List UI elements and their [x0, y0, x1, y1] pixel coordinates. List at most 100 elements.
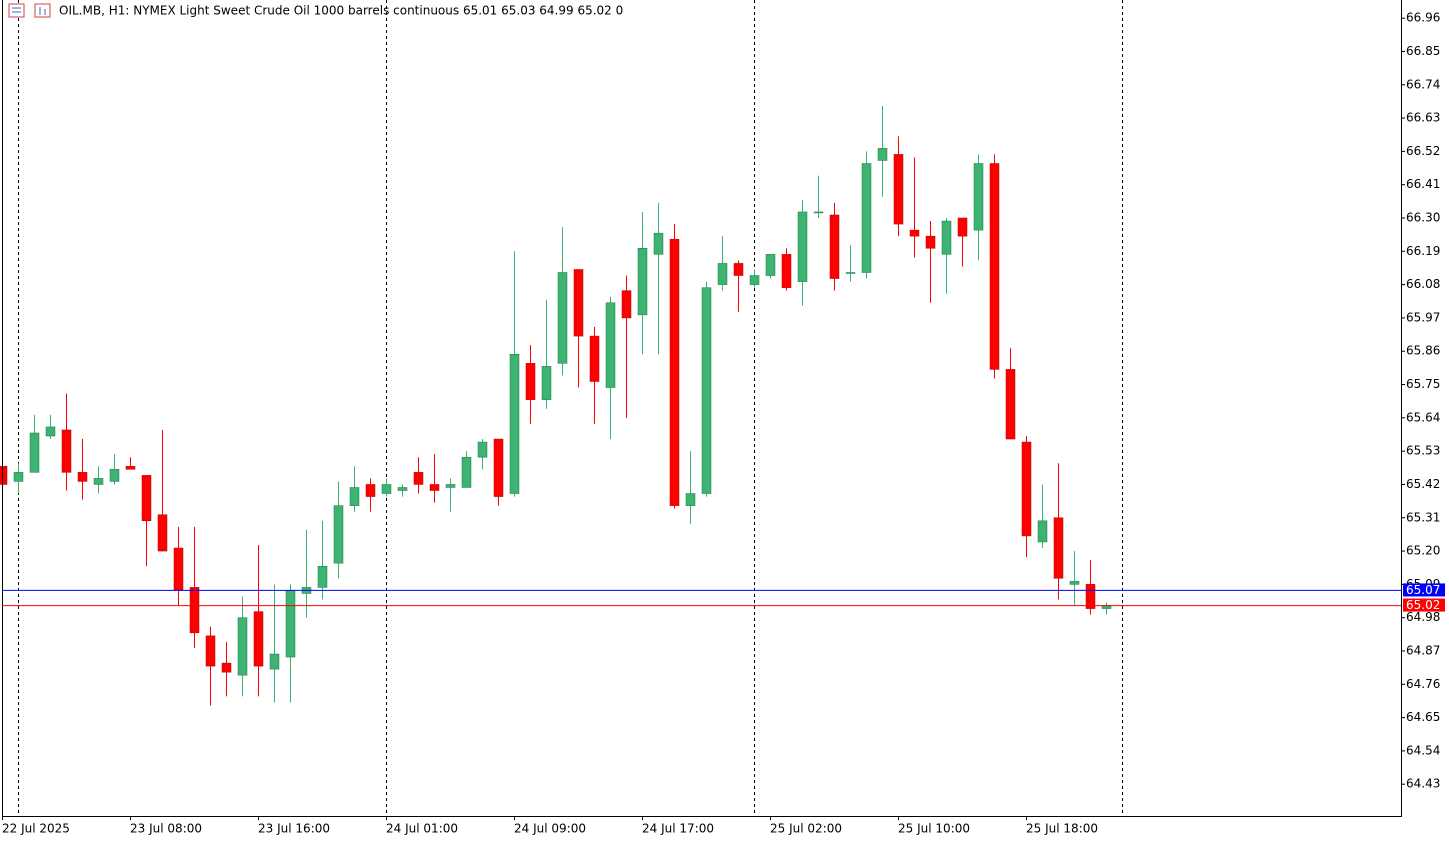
- candle-body: [1069, 581, 1080, 585]
- candle-body: [285, 590, 296, 658]
- candle-body: [0, 466, 8, 485]
- menu-icon[interactable]: [8, 3, 25, 18]
- y-tick-label: 65.64: [1406, 410, 1440, 424]
- candle-body: [1037, 520, 1048, 543]
- y-tick-label: 65.31: [1406, 510, 1440, 524]
- candle-body: [829, 214, 840, 279]
- candle-body: [93, 478, 104, 485]
- candle-body: [925, 235, 936, 249]
- candle-body: [525, 363, 536, 400]
- candle-body: [413, 472, 424, 485]
- candle-body: [733, 263, 744, 276]
- y-tick-label: 64.43: [1406, 777, 1440, 791]
- candle-body: [317, 565, 328, 588]
- y-tick-label: 66.52: [1406, 144, 1440, 158]
- candle-body: [461, 456, 472, 488]
- y-tick-label: 64.87: [1406, 643, 1440, 657]
- candle-body: [493, 438, 504, 497]
- candle-body: [349, 487, 360, 506]
- y-tick-label: 66.19: [1406, 244, 1440, 258]
- candle-body: [509, 354, 520, 494]
- candle-body: [1053, 517, 1064, 579]
- candle-body: [333, 505, 344, 564]
- candle-body: [269, 653, 280, 670]
- x-tick-label: 24 Jul 09:00: [514, 822, 586, 836]
- price-label-box: [1403, 583, 1445, 597]
- candle-body: [381, 484, 392, 494]
- price-label: 65.02: [1406, 598, 1440, 612]
- y-tick-label: 65.20: [1406, 544, 1440, 558]
- x-tick-label: 23 Jul 16:00: [258, 822, 330, 836]
- x-tick-label: 25 Jul 18:00: [1026, 822, 1098, 836]
- y-tick-label: 66.74: [1406, 77, 1440, 91]
- candle-body: [845, 272, 856, 274]
- candle-body: [973, 163, 984, 231]
- candle-body: [557, 272, 568, 364]
- x-tick-label: 24 Jul 01:00: [386, 822, 458, 836]
- candle-body: [621, 290, 632, 319]
- price-label: 65.07: [1406, 583, 1440, 597]
- candle-body: [1021, 441, 1032, 537]
- candle-body: [749, 275, 760, 285]
- candle-body: [573, 269, 584, 337]
- candle-body: [77, 472, 88, 482]
- candle-body: [109, 469, 120, 482]
- y-tick-label: 65.53: [1406, 444, 1440, 458]
- candle-body: [893, 154, 904, 225]
- candle-body: [717, 263, 728, 285]
- y-tick-label: 65.75: [1406, 377, 1440, 391]
- candle-body: [1085, 584, 1096, 609]
- candle-body: [253, 611, 264, 667]
- candle-body: [61, 429, 72, 473]
- candle-body: [653, 232, 664, 255]
- y-tick-label: 66.63: [1406, 111, 1440, 125]
- candle-body: [637, 248, 648, 316]
- candle-body: [125, 466, 136, 470]
- y-tick-label: 65.86: [1406, 344, 1440, 358]
- candle-body: [781, 254, 792, 288]
- candle-body: [941, 220, 952, 255]
- y-tick-label: 66.30: [1406, 211, 1440, 225]
- candle-body: [957, 217, 968, 237]
- chart-icon[interactable]: [34, 3, 51, 18]
- x-tick-label: 22 Jul 2025: [2, 822, 70, 836]
- candle-body: [365, 484, 376, 497]
- candle-body: [909, 229, 920, 237]
- x-tick-label: 23 Jul 08:00: [130, 822, 202, 836]
- price-label-box: [1403, 598, 1445, 612]
- y-tick-label: 66.41: [1406, 177, 1440, 191]
- candle-body: [141, 475, 152, 522]
- y-tick-label: 64.76: [1406, 677, 1440, 691]
- candle-body: [429, 484, 440, 491]
- candle-body: [205, 635, 216, 667]
- y-tick-label: 65.42: [1406, 477, 1440, 491]
- x-tick-label: 25 Jul 10:00: [898, 822, 970, 836]
- y-tick-label: 64.98: [1406, 610, 1440, 624]
- x-tick-label: 25 Jul 02:00: [770, 822, 842, 836]
- x-tick-label: 24 Jul 17:00: [642, 822, 714, 836]
- y-tick-label: 64.65: [1406, 710, 1440, 724]
- candle-body: [877, 148, 888, 161]
- candle-body: [221, 662, 232, 673]
- candle-body: [589, 335, 600, 382]
- y-tick-label: 66.96: [1406, 11, 1440, 25]
- chart-title: OIL.MB, H1: NYMEX Light Sweet Crude Oil …: [59, 4, 623, 18]
- candle-body: [29, 432, 40, 473]
- candle-body: [989, 163, 1000, 370]
- candle-body: [701, 287, 712, 494]
- candle-body: [685, 493, 696, 506]
- candle-body: [173, 547, 184, 591]
- candle-body: [797, 211, 808, 282]
- candle-body: [445, 484, 456, 488]
- candle-body: [45, 426, 56, 437]
- candle-body: [541, 366, 552, 400]
- y-tick-label: 64.54: [1406, 743, 1440, 757]
- candle-body: [189, 587, 200, 634]
- candle-body: [669, 238, 680, 506]
- candle-body: [13, 472, 24, 482]
- candle-body: [157, 514, 168, 552]
- y-tick-label: 66.85: [1406, 44, 1440, 58]
- candle-body: [1005, 369, 1016, 440]
- candle-body: [765, 254, 776, 276]
